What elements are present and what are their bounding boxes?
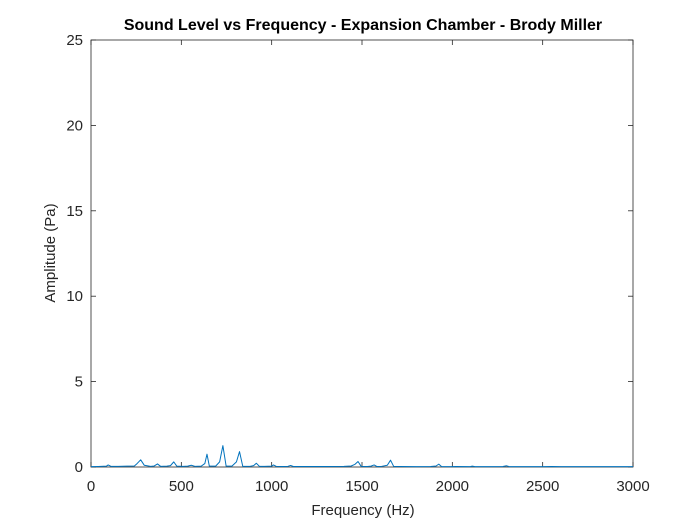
- axes-box: [90, 39, 634, 468]
- x-tick-label: 2000: [436, 478, 469, 495]
- plot-area-frame: [90, 39, 634, 468]
- x-tick-label: 3000: [616, 478, 649, 495]
- y-tick-label: 25: [66, 32, 83, 49]
- y-tick-label: 5: [75, 374, 83, 391]
- y-tick-label: 10: [66, 288, 83, 305]
- y-axis-label: Amplitude (Pa): [42, 203, 59, 302]
- x-axis-ticks: 0 500 1000 1500 2000 2500 3000: [87, 40, 650, 495]
- chart-title: Sound Level vs Frequency - Expansion Cha…: [124, 17, 602, 34]
- x-tick-label: 0: [87, 478, 95, 495]
- x-tick-label: 500: [169, 478, 194, 495]
- y-tick-label: 20: [66, 117, 83, 134]
- series-layer: [90, 445, 633, 468]
- y-tick-label: 15: [66, 203, 83, 220]
- x-tick-label: 1500: [345, 478, 378, 495]
- x-tick-label: 1000: [255, 478, 288, 495]
- y-tick-label: 0: [75, 459, 83, 476]
- x-axis-label: Frequency (Hz): [311, 502, 414, 519]
- series-line-1: [90, 445, 633, 468]
- x-tick-label: 2500: [526, 478, 559, 495]
- y-axis-ticks: 0 5 10 15 20 25: [66, 32, 633, 476]
